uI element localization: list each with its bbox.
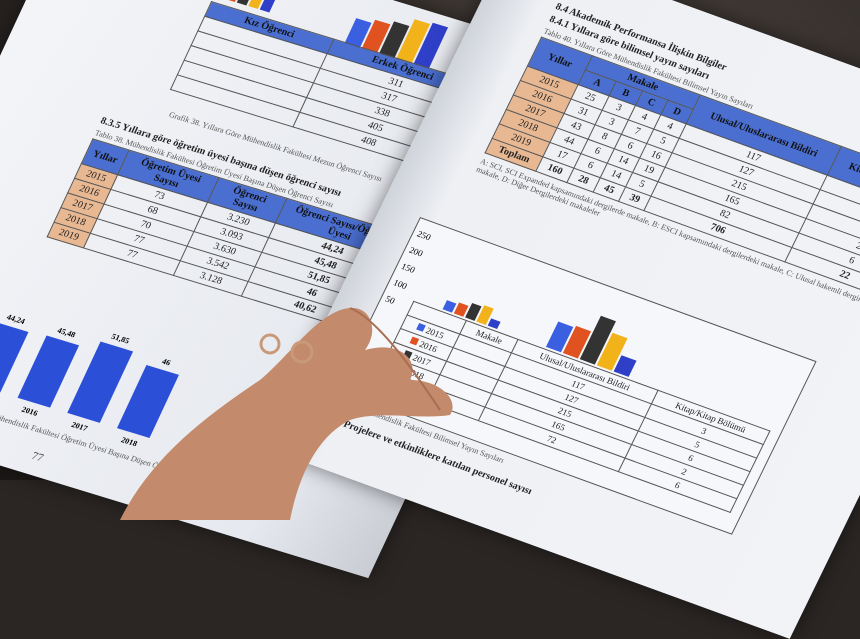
page-number: 77 xyxy=(29,449,46,465)
y-axis-ticks: 250 200 150 100 50 xyxy=(382,225,434,311)
bar-value-label: 44,24 xyxy=(5,312,27,326)
ring-icon xyxy=(259,333,281,355)
ring-icon xyxy=(290,340,314,364)
bar: 45,48 2016 xyxy=(17,326,80,418)
bar-value-label: 45,48 xyxy=(56,325,78,340)
hand xyxy=(120,307,453,520)
